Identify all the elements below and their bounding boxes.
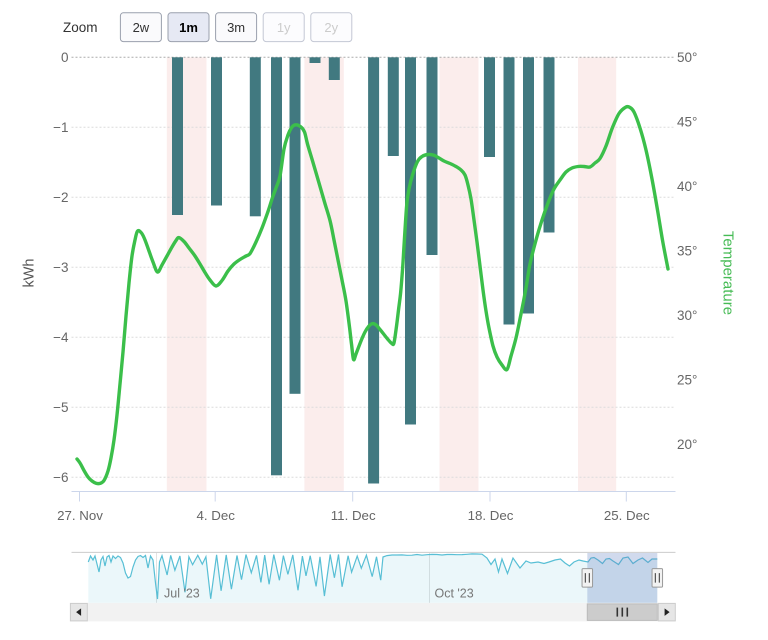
svg-text:kWh: kWh xyxy=(21,259,37,288)
svg-text:−2: −2 xyxy=(53,190,68,205)
svg-text:18. Dec: 18. Dec xyxy=(468,508,514,523)
svg-text:30°: 30° xyxy=(677,308,697,323)
svg-text:25°: 25° xyxy=(677,373,697,388)
svg-text:−6: −6 xyxy=(53,470,68,485)
svg-text:−4: −4 xyxy=(53,330,69,345)
svg-text:0: 0 xyxy=(61,50,69,65)
svg-text:2y: 2y xyxy=(324,20,338,35)
svg-text:25. Dec: 25. Dec xyxy=(604,508,650,523)
svg-text:Temperature: Temperature xyxy=(720,231,737,315)
svg-text:27. Nov: 27. Nov xyxy=(57,508,103,523)
svg-text:3m: 3m xyxy=(227,20,245,35)
svg-text:40°: 40° xyxy=(677,179,697,194)
svg-text:−5: −5 xyxy=(53,400,68,415)
svg-text:Zoom: Zoom xyxy=(63,20,98,35)
svg-text:50°: 50° xyxy=(677,50,697,65)
svg-text:35°: 35° xyxy=(677,243,697,258)
svg-text:11. Dec: 11. Dec xyxy=(331,508,376,523)
svg-text:Oct '23: Oct '23 xyxy=(435,587,474,601)
svg-text:4. Dec: 4. Dec xyxy=(196,508,235,523)
svg-text:−1: −1 xyxy=(53,120,68,135)
svg-text:1m: 1m xyxy=(179,20,198,35)
svg-text:Jul '23: Jul '23 xyxy=(164,587,200,601)
svg-text:45°: 45° xyxy=(677,114,697,129)
svg-text:2w: 2w xyxy=(133,20,150,35)
svg-text:−3: −3 xyxy=(53,260,68,275)
svg-text:1y: 1y xyxy=(277,20,291,35)
svg-text:20°: 20° xyxy=(677,437,697,452)
